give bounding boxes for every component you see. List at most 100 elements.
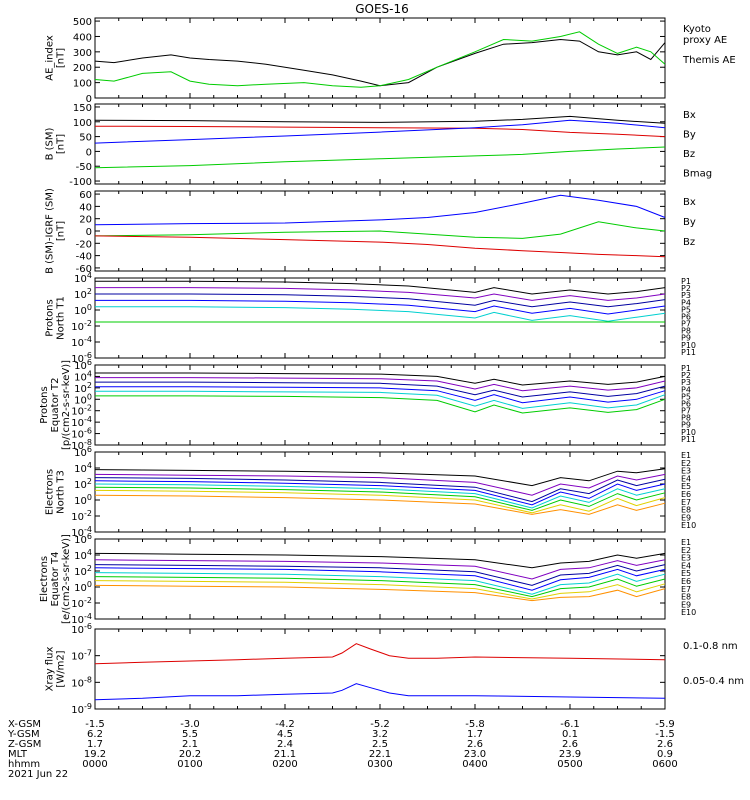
x-axis-row-label: Y-GSM	[7, 729, 40, 740]
legend-item: P1	[681, 277, 691, 286]
legend-item: P9	[681, 334, 691, 343]
series-line-purple	[94, 559, 666, 580]
legend-item: E7	[681, 498, 691, 507]
x-axis-value: 2.4	[277, 739, 293, 750]
x-axis-value: -5.2	[370, 719, 390, 730]
y-axis-label: Equator T4	[50, 552, 61, 607]
y-axis-label: [nT]	[56, 134, 67, 154]
x-axis-value: 1.7	[467, 729, 483, 740]
ytick-label-exp: -6	[84, 622, 92, 631]
legend-item: 0.05-0.4 nm	[683, 676, 744, 687]
panel-frame	[94, 103, 666, 185]
legend-item: P4	[681, 385, 691, 394]
ytick-label: 10-4	[71, 335, 92, 349]
ytick-label-exp: -2	[84, 404, 92, 413]
ytick-label: 10-9	[71, 702, 92, 716]
x-axis-value: 6.2	[87, 729, 103, 740]
ytick-label-exp: 2	[87, 381, 92, 390]
ytick-label: 300	[73, 48, 92, 59]
series-line-black	[94, 38, 666, 87]
series-line-cyan	[95, 390, 666, 409]
legend-item: Themis AE	[682, 55, 736, 66]
ytick-label: 100	[73, 118, 92, 129]
series-line-green	[94, 576, 666, 598]
ytick-label: -20	[76, 239, 92, 250]
legend-item: E10	[681, 608, 696, 617]
series-line-navy	[95, 381, 666, 398]
legend-item: P6	[681, 312, 691, 321]
ytick-label-exp: 2	[87, 564, 92, 573]
legend-item: E5	[681, 482, 691, 491]
ytick-label: 10-8	[71, 675, 92, 689]
series-line-purple	[95, 377, 666, 392]
ytick-label-exp: -8	[84, 438, 92, 447]
series-line-green	[94, 486, 666, 511]
x-axis-value: 2.5	[372, 739, 388, 750]
ytick-label: 106	[74, 445, 92, 459]
x-axis-row-label: MLT	[8, 749, 28, 760]
legend-item: P3	[681, 291, 691, 300]
ytick-label: 200	[73, 63, 92, 74]
ytick-label: -100	[69, 177, 92, 188]
legend-item: P10	[681, 428, 696, 437]
ytick-label: 10-6	[71, 622, 92, 636]
legend-item: E9	[681, 513, 691, 522]
legend-item: E1	[681, 538, 691, 547]
legend-item: E7	[681, 585, 691, 594]
ytick-label: 400	[73, 32, 92, 43]
x-axis-value: 4.5	[277, 729, 293, 740]
ytick-label-exp: -9	[84, 702, 92, 711]
series-line-red	[94, 643, 666, 665]
x-axis-row-label: Z-GSM	[8, 739, 41, 750]
legend-item: E10	[681, 521, 696, 530]
series-line-cyan	[95, 306, 666, 322]
legend-item: E5	[681, 569, 691, 578]
ytick-label-exp: 4	[87, 461, 92, 470]
legend: Bx By Bz Bmag	[683, 110, 712, 180]
ytick-label-exp: -6	[84, 351, 92, 360]
series-line-yellow	[94, 580, 666, 600]
series-line-yellow	[94, 489, 666, 514]
y-axis-label: Electrons	[45, 469, 56, 515]
ytick-label-exp: -2	[84, 509, 92, 518]
y-axis-label: AE_index	[45, 35, 56, 81]
legend: Bx By Bz	[683, 197, 696, 248]
series-line-black	[94, 115, 666, 124]
ytick-label: 104	[74, 461, 92, 475]
x-axis-value: 19.2	[84, 749, 106, 760]
legend-item: E2	[681, 546, 691, 555]
legend-item: P3	[681, 378, 691, 387]
series-line-navy	[95, 293, 666, 308]
x-axis-value: 2.6	[467, 739, 483, 750]
panel-frame	[94, 538, 666, 620]
legend-item: P9	[681, 421, 691, 430]
y-axis-label: Equator T2	[50, 378, 61, 433]
ytick-label: 102	[74, 477, 92, 491]
x-axis-value: 2.6	[562, 739, 578, 750]
x-axis-value: 2.6	[657, 739, 673, 750]
ytick-label: 100	[73, 79, 92, 90]
legend-item: E8	[681, 506, 691, 515]
series-line-red	[94, 125, 666, 138]
x-axis-table: X-GSM -1.5 -3.0 -4.2 -5.2 -5.8 -6.1 -5.9 Y-GSM 6.…	[7, 719, 678, 780]
ytick-label: 0	[86, 147, 92, 158]
ytick-label-exp: -2	[84, 596, 92, 605]
series-line-blue	[94, 194, 666, 226]
x-axis-value: 5.5	[182, 729, 198, 740]
legend-item: E4	[681, 561, 691, 570]
ytick-label-exp: -6	[84, 427, 92, 436]
series-line-blue	[95, 299, 666, 315]
series-line-black	[94, 552, 666, 569]
legend-item: E3	[681, 467, 691, 476]
legend-item: P8	[681, 327, 691, 336]
legend-item: Bx	[683, 110, 696, 121]
x-axis-value: 0600	[652, 759, 677, 770]
x-axis-value: 0200	[272, 759, 297, 770]
legend-item: proxy AE	[683, 35, 727, 46]
legend-item: E2	[681, 459, 691, 468]
x-axis-value: 0000	[82, 759, 107, 770]
ytick-label: 60	[79, 190, 92, 201]
